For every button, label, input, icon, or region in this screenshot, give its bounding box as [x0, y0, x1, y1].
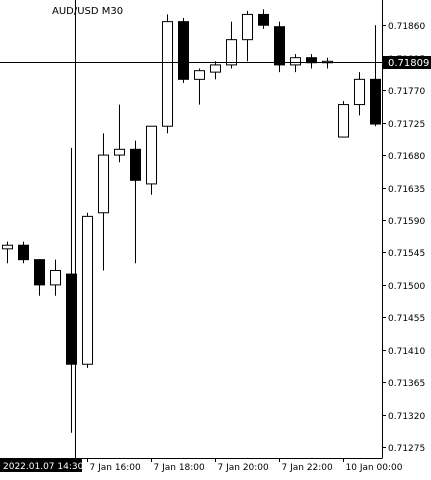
crosshair [0, 0, 382, 458]
time-tick-label: 7 Jan 22:00 [282, 463, 334, 473]
price-tick-label: 0.71590 [388, 217, 425, 227]
candle [146, 125, 157, 195]
chart-title: AUD/USD M30 [52, 6, 123, 17]
candles-layer [2, 9, 381, 433]
candle [210, 61, 221, 80]
candle-body-bull [338, 104, 349, 138]
candle [354, 72, 365, 116]
time-tick-label: 7 Jan 16:00 [90, 463, 142, 473]
candle [18, 241, 29, 264]
candle [306, 54, 317, 69]
candle-body-bear [18, 244, 29, 261]
candle-body-bull [226, 39, 237, 66]
candle [130, 140, 141, 264]
candle-body-bull [162, 21, 173, 127]
price-tick-label: 0.71275 [388, 444, 425, 454]
candle-body-bull [146, 125, 157, 185]
candle-body-bear [370, 78, 381, 125]
candle-body-bull [210, 64, 221, 73]
price-tick-label: 0.71860 [388, 22, 425, 32]
candle [370, 25, 381, 127]
candle [242, 10, 253, 62]
price-tick-label: 0.71680 [388, 152, 425, 162]
candle [178, 18, 189, 83]
candle-body-bull [82, 215, 93, 365]
axis-layer [0, 0, 383, 459]
candle-body-bear [178, 21, 189, 80]
candle [258, 9, 269, 29]
price-tick-label: 0.71545 [388, 249, 425, 259]
candle [290, 54, 301, 73]
candle [194, 68, 205, 105]
current-price-label: 0.71809 [383, 56, 431, 69]
candle [98, 133, 109, 271]
price-tick-label: 0.71770 [388, 87, 425, 97]
price-tick-label: 0.71725 [388, 120, 425, 130]
price-axis-ticks: 0.718600.718150.717700.717250.716800.716… [382, 22, 425, 454]
candle-body-bull [2, 244, 13, 250]
candle-body-bull [242, 13, 253, 41]
candle [34, 259, 45, 296]
candle-body-bull [114, 148, 125, 156]
price-tick-label: 0.71365 [388, 379, 425, 389]
price-tick-label: 0.71410 [388, 347, 425, 357]
price-tick-label: 0.71455 [388, 314, 425, 324]
candle-body-bull [290, 57, 301, 66]
candle-body-bull [354, 78, 365, 106]
candle-body-bear [66, 273, 77, 365]
current-price-label-bg [383, 56, 431, 69]
candle-body-bull [98, 154, 109, 214]
candle-body-bull [50, 269, 61, 286]
candle [2, 241, 13, 264]
candle [114, 104, 125, 163]
time-tick-label: 7 Jan 18:00 [154, 463, 206, 473]
crosshair-time-label: 2022.01.07 14:30 [0, 459, 84, 472]
candle-body-bear [34, 259, 45, 286]
candle-body-bear [258, 13, 269, 26]
candle [82, 212, 93, 368]
current-price-value: 0.71809 [388, 58, 429, 69]
candle [162, 14, 173, 134]
candle-body-bear [130, 148, 141, 181]
crosshair-time-label-bg [0, 459, 82, 472]
time-axis-ticks: 7 Jan 16:00 7 Jan 18:00 7 Jan 20:00 7 Jan 2… [87, 458, 403, 473]
price-tick-label: 0.71500 [388, 282, 425, 292]
candle [226, 21, 237, 69]
price-tick-label: 0.71635 [388, 185, 425, 195]
candle-body-bear [306, 57, 317, 64]
crosshair-time-value: 2022.01.07 14:30 [3, 462, 84, 472]
candle [274, 21, 285, 73]
time-tick-label: 7 Jan 20:00 [218, 463, 270, 473]
price-tick-label: 0.71320 [388, 412, 425, 422]
time-tick-label: 10 Jan 00:00 [346, 463, 403, 473]
candle [322, 57, 333, 69]
candle-body-bear [274, 26, 285, 66]
candle [66, 147, 77, 433]
candle [50, 259, 61, 296]
candle [338, 100, 349, 138]
candle-body-bull [194, 70, 205, 80]
